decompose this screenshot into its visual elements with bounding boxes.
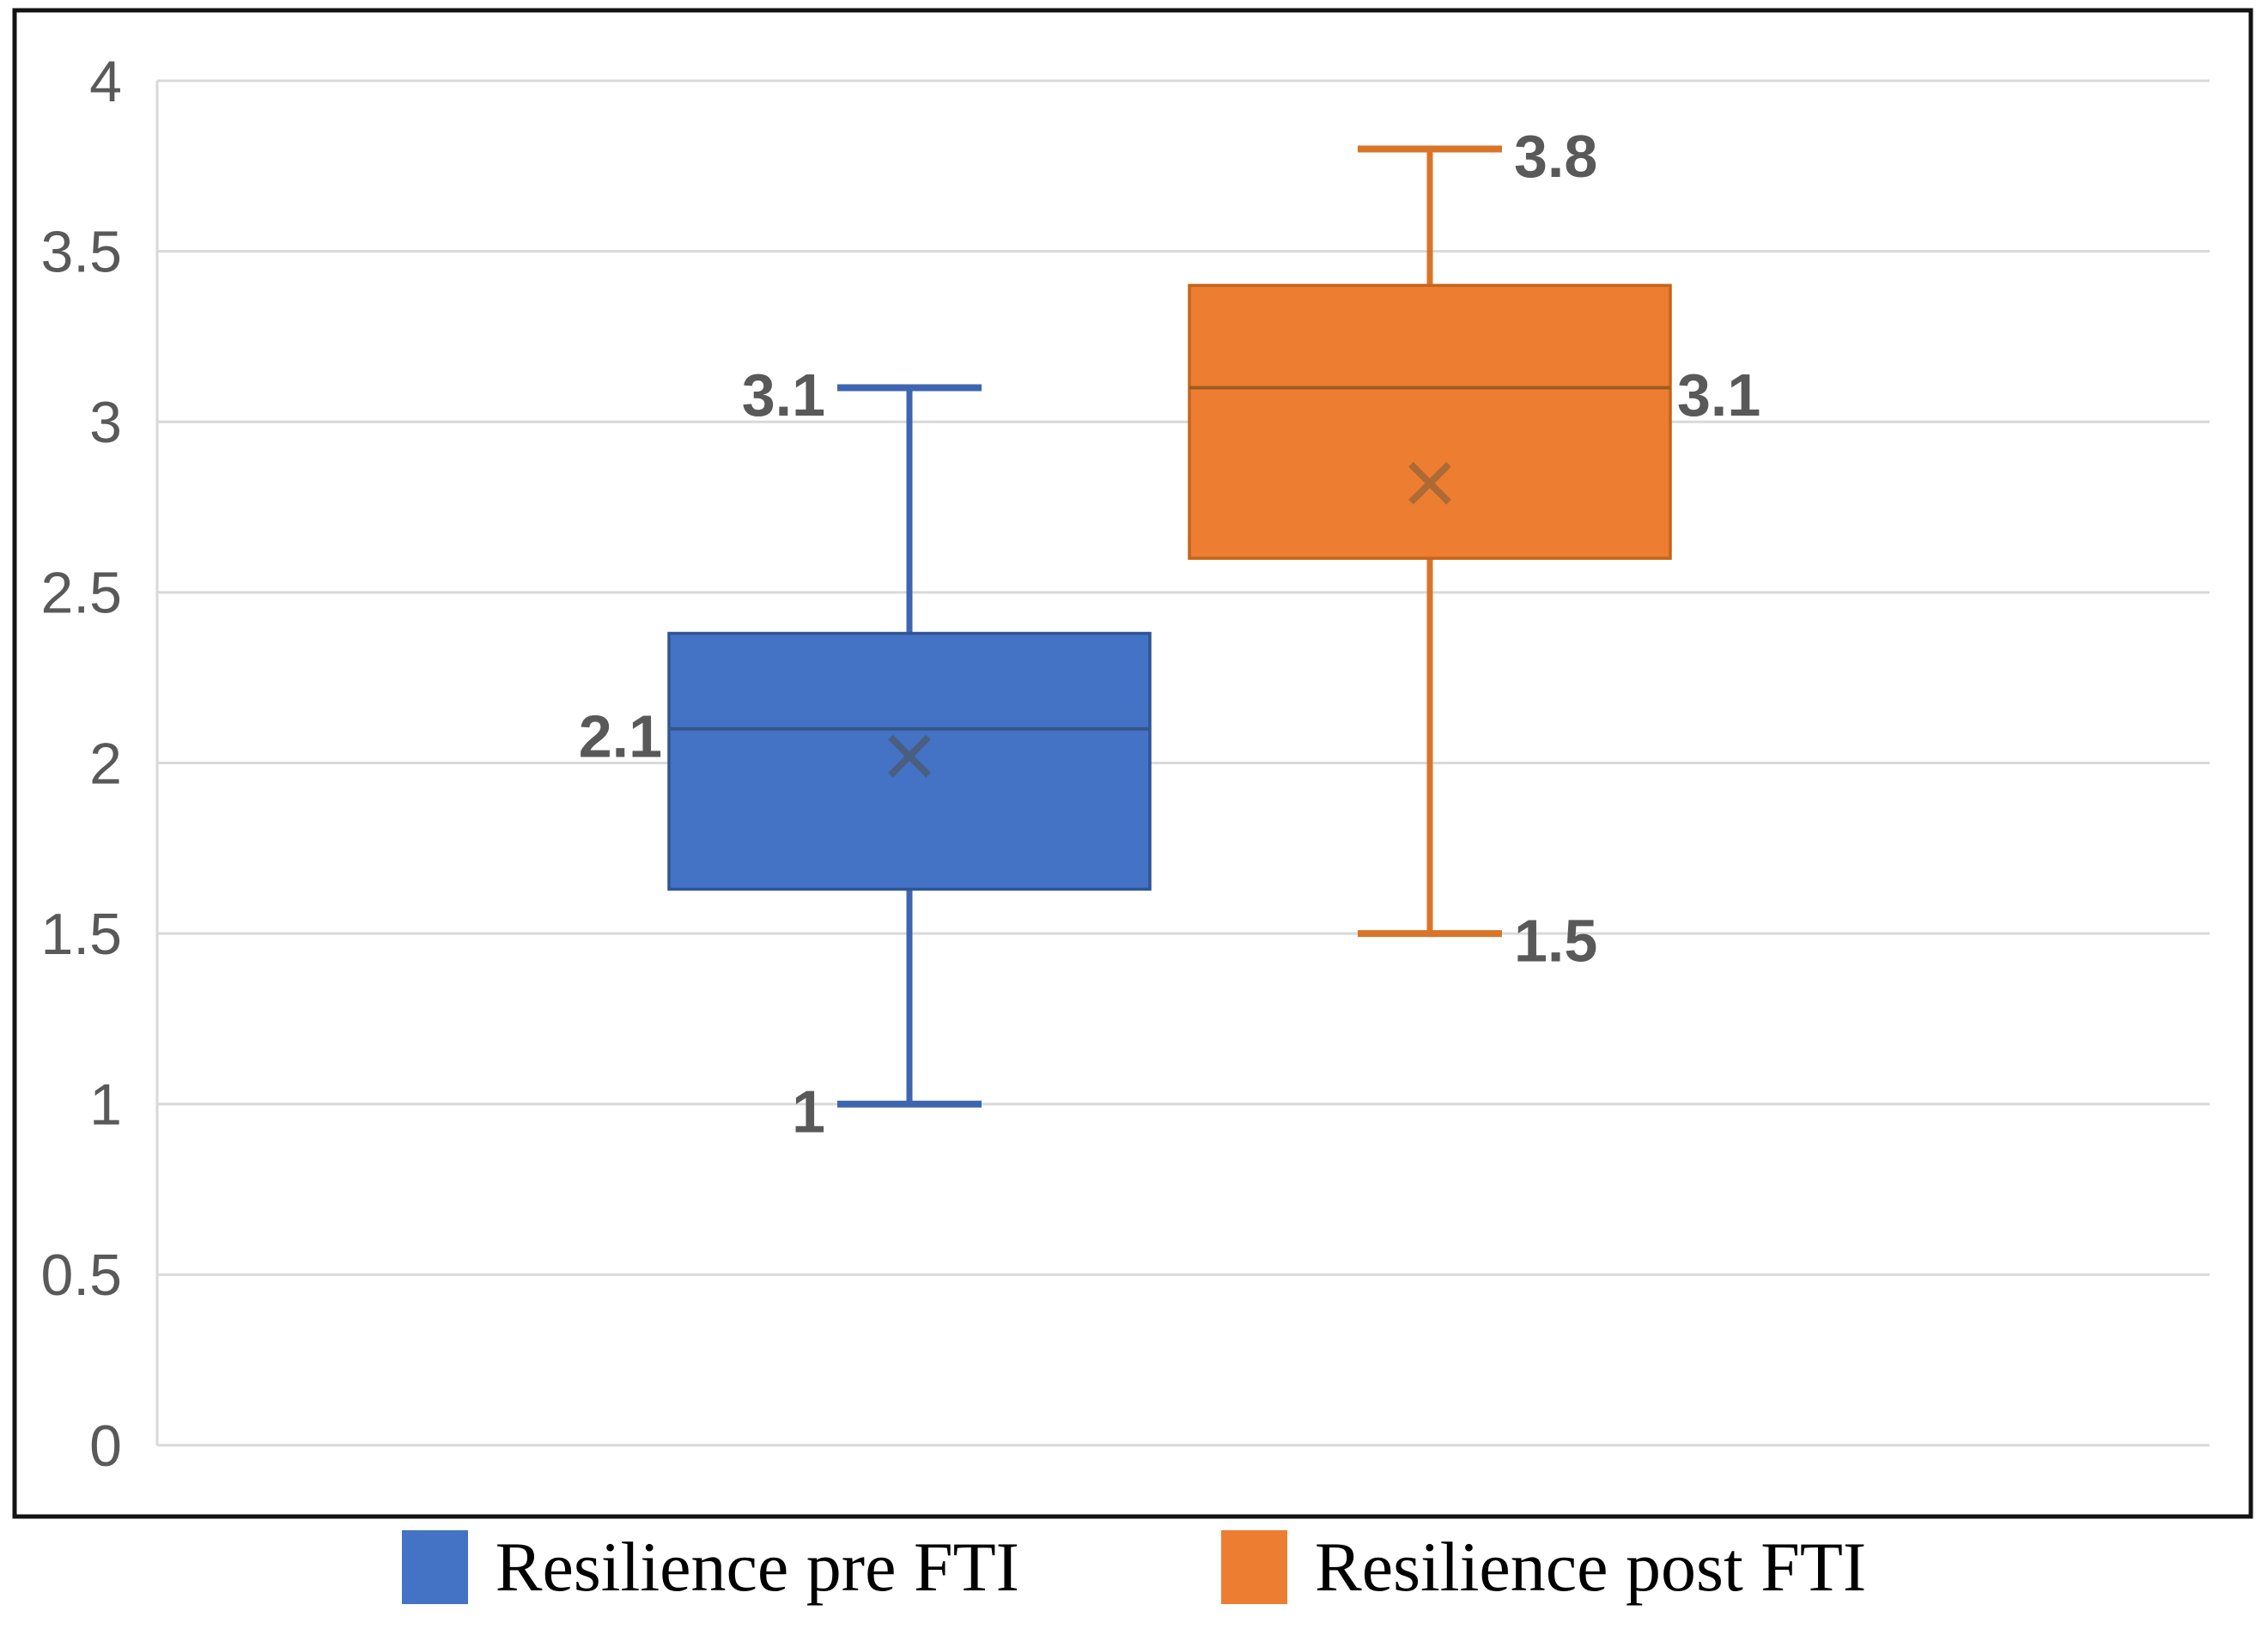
legend-label: Resilience post FTI [1315, 1528, 1867, 1606]
data-label-median-post: 3.1 [1677, 362, 1760, 429]
y-axis-tick-label: 3 [89, 390, 122, 455]
chart-legend: Resilience pre FTI Resilience post FTI [0, 1530, 2268, 1604]
data-label-max-pre: 3.1 [742, 362, 825, 429]
data-label-median-pre: 2.1 [579, 702, 662, 769]
legend-label: Resilience pre FTI [495, 1528, 1019, 1606]
legend-swatch-pre [401, 1530, 468, 1604]
y-axis-tick-label: 0 [89, 1413, 122, 1479]
y-axis-tick-label: 1 [89, 1073, 122, 1138]
data-label-max-post: 3.8 [1514, 123, 1597, 190]
y-axis-tick-label: 2.5 [40, 561, 122, 626]
chart-frame-border [12, 8, 2253, 1519]
mean-marker-post [1408, 461, 1451, 505]
mean-marker-pre [888, 734, 931, 778]
y-axis-tick-label: 2 [89, 731, 122, 796]
legend-swatch-post [1221, 1530, 1287, 1604]
y-axis-tick-label: 0.5 [40, 1243, 122, 1308]
y-axis-tick-label: 4 [89, 49, 122, 114]
box-pre [667, 631, 1152, 891]
y-axis-tick-label: 3.5 [40, 219, 122, 284]
y-axis-tick-label: 1.5 [40, 902, 122, 967]
legend-item-pre: Resilience pre FTI [401, 1528, 1019, 1606]
data-label-min-pre: 1 [792, 1078, 825, 1145]
data-label-min-post: 1.5 [1514, 908, 1597, 975]
box-post [1188, 283, 1672, 560]
legend-item-post: Resilience post FTI [1221, 1530, 1866, 1604]
